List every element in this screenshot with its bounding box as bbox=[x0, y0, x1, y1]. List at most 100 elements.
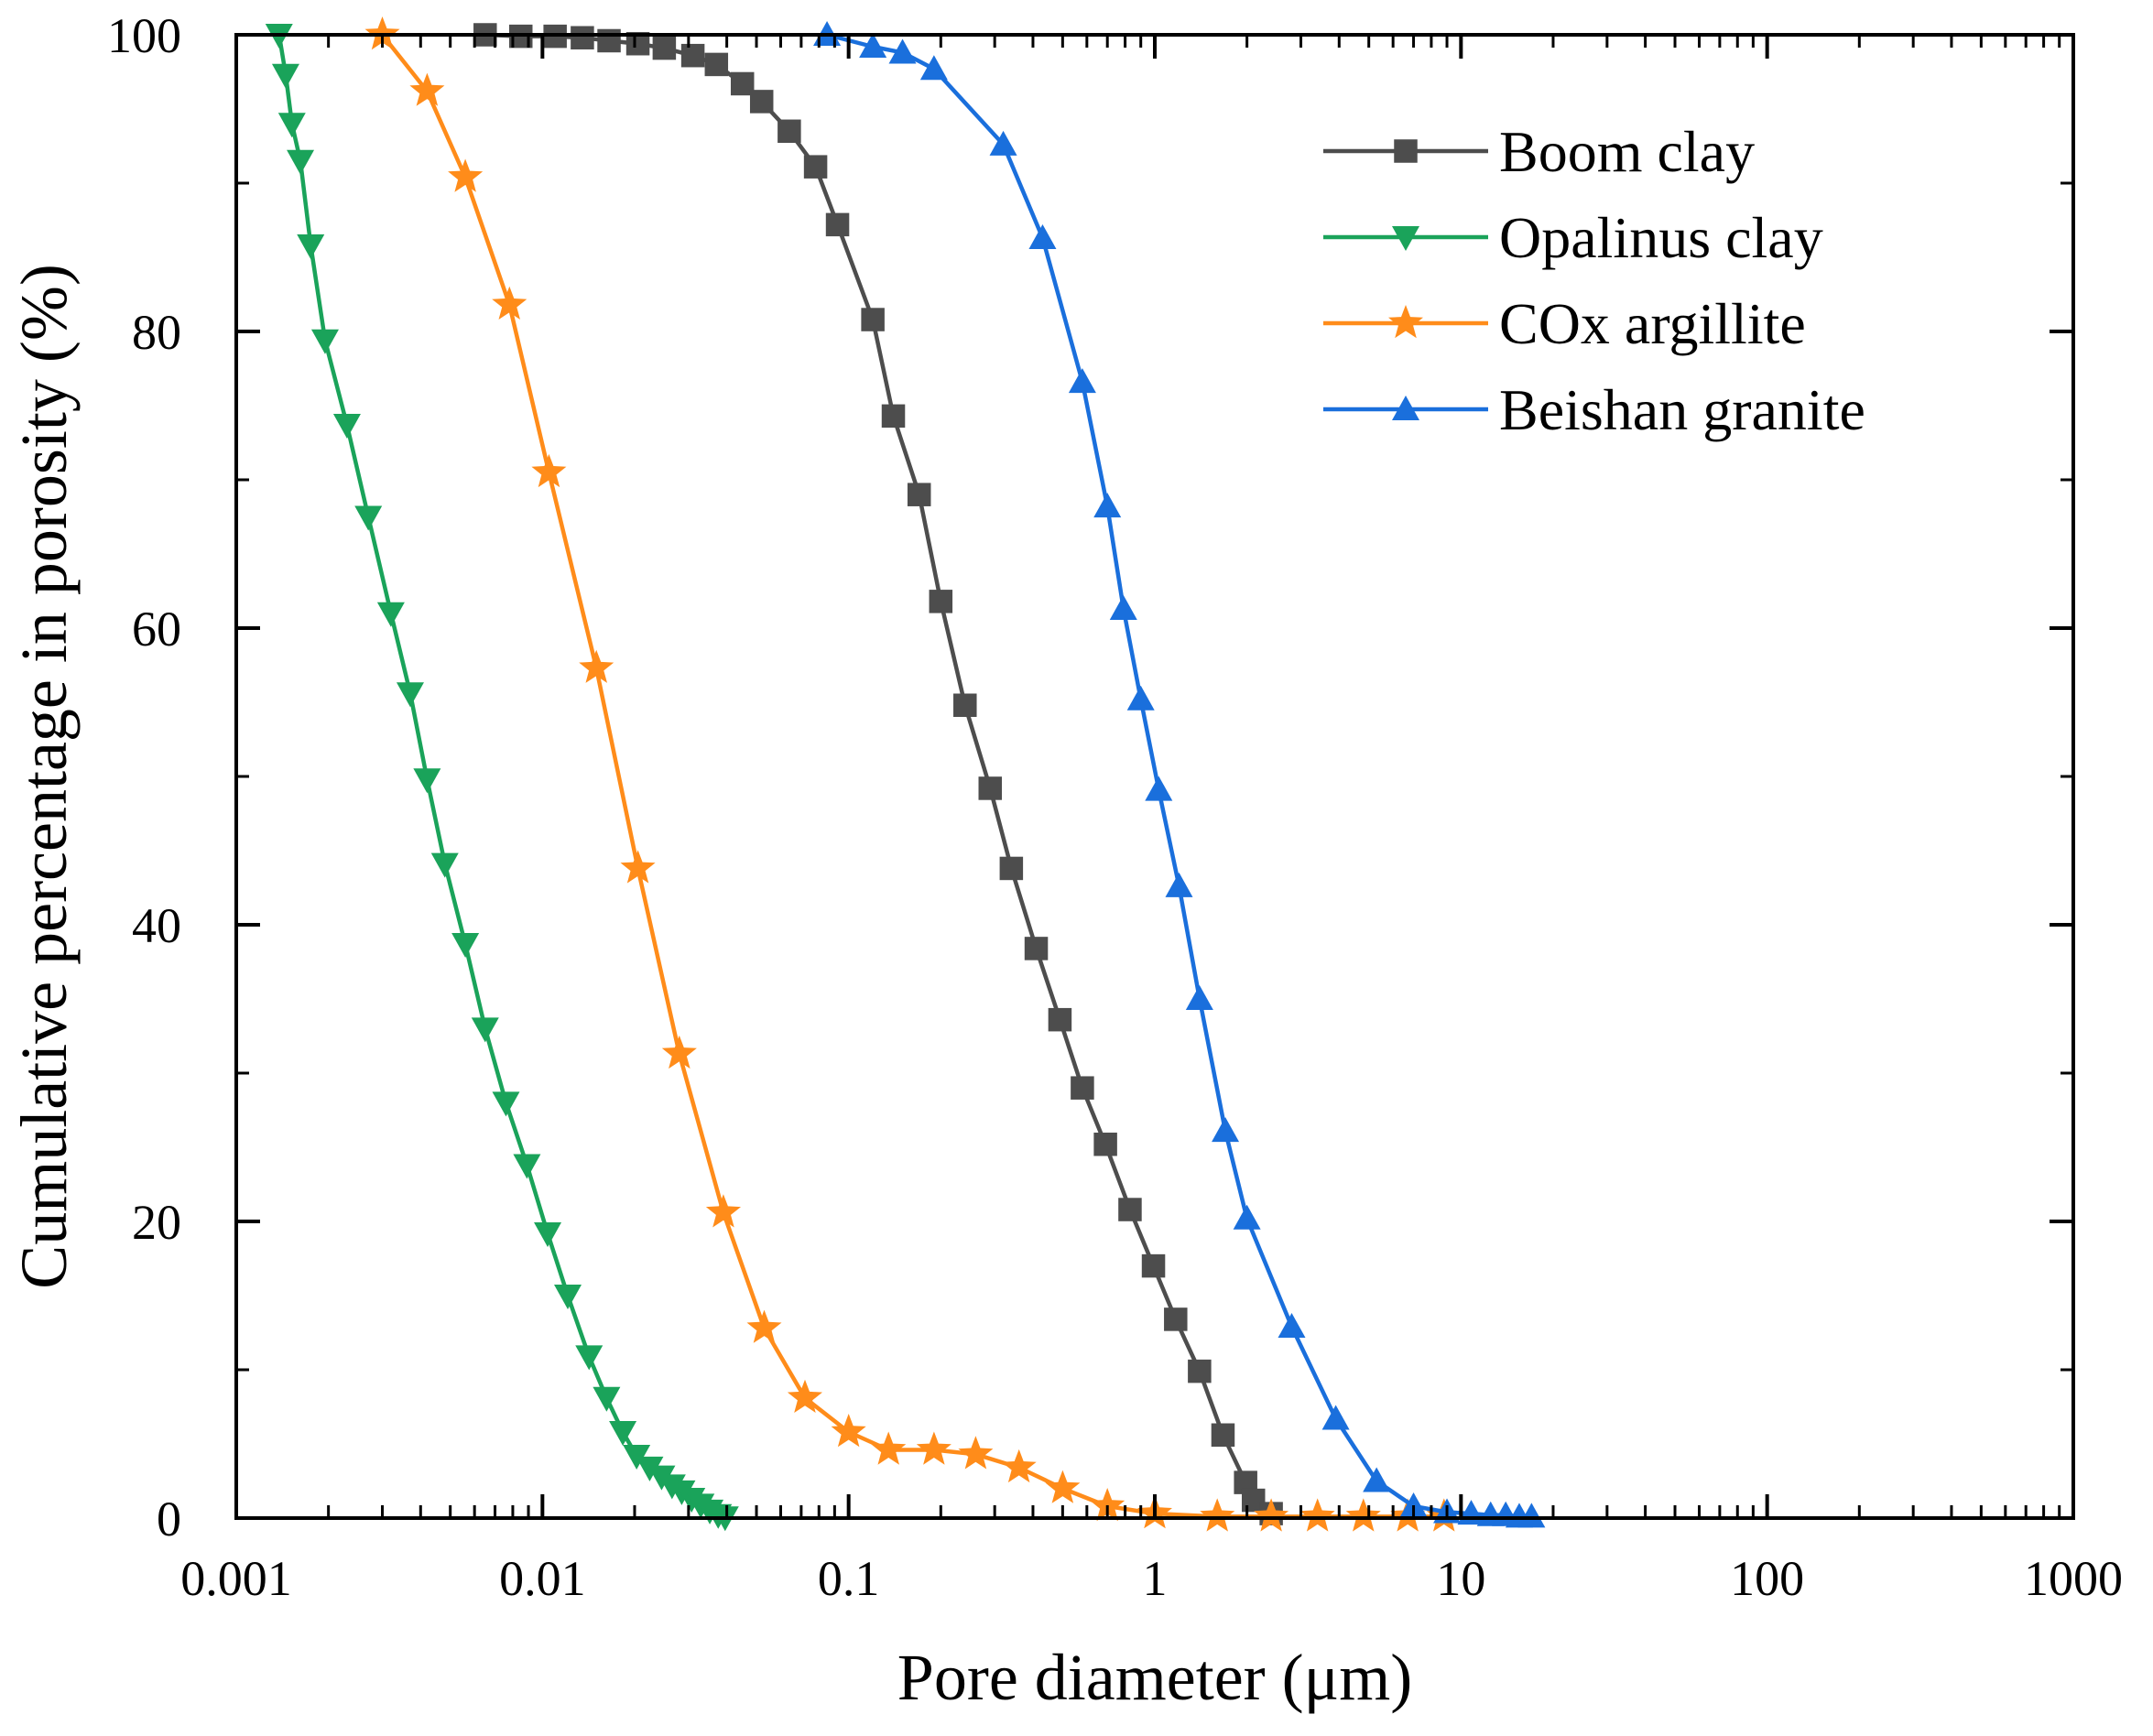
y-tick-label: 40 bbox=[132, 898, 181, 953]
data-point-beishan-granite bbox=[1233, 1204, 1261, 1230]
data-point-cox-argillite bbox=[1299, 1498, 1335, 1532]
data-point-opalinus-clay bbox=[609, 1421, 637, 1447]
x-tick-label: 1 bbox=[1143, 1551, 1168, 1606]
data-point-cox-argillite bbox=[831, 1414, 866, 1448]
data-point-boom-clay bbox=[1024, 937, 1049, 960]
data-point-opalinus-clay bbox=[636, 1456, 664, 1481]
data-point-opalinus-clay bbox=[297, 234, 325, 260]
data-point-cox-argillite bbox=[492, 286, 527, 320]
data-point-beishan-granite bbox=[989, 130, 1017, 156]
series-layer bbox=[265, 16, 1546, 1532]
data-point-boom-clay bbox=[929, 590, 953, 613]
legend-marker bbox=[1392, 396, 1419, 420]
data-point-opalinus-clay bbox=[376, 602, 405, 627]
data-point-opalinus-clay bbox=[354, 505, 383, 531]
data-point-beishan-granite bbox=[919, 55, 948, 81]
y-tick-label: 60 bbox=[132, 602, 181, 656]
data-point-beishan-granite bbox=[1278, 1313, 1306, 1339]
data-point-boom-clay bbox=[1188, 1359, 1212, 1383]
data-point-boom-clay bbox=[680, 43, 705, 68]
data-point-opalinus-clay bbox=[396, 682, 424, 708]
data-point-opalinus-clay bbox=[277, 113, 306, 138]
x-tick-label: 0.1 bbox=[818, 1551, 880, 1606]
data-point-opalinus-clay bbox=[534, 1221, 562, 1247]
data-point-cox-argillite bbox=[579, 649, 614, 683]
data-point-opalinus-clay bbox=[554, 1285, 582, 1309]
data-point-opalinus-clay bbox=[471, 1017, 499, 1043]
legend-label: Boom clay bbox=[1499, 119, 1755, 184]
x-tick-label: 1000 bbox=[2024, 1551, 2123, 1606]
data-point-boom-clay bbox=[1048, 1007, 1072, 1032]
data-point-boom-clay bbox=[907, 483, 931, 506]
data-point-opalinus-clay bbox=[310, 329, 339, 354]
data-point-boom-clay bbox=[978, 776, 1003, 800]
data-point-boom-clay bbox=[1071, 1076, 1094, 1100]
data-point-beishan-granite bbox=[1109, 594, 1137, 620]
data-point-cox-argillite bbox=[1200, 1498, 1235, 1532]
data-point-opalinus-clay bbox=[430, 852, 459, 878]
data-point-beishan-granite bbox=[1185, 985, 1213, 1010]
data-point-beishan-granite bbox=[1126, 685, 1155, 711]
data-point-beishan-granite bbox=[1399, 1492, 1428, 1518]
data-point-cox-argillite bbox=[871, 1431, 907, 1465]
data-point-cox-argillite bbox=[1345, 1498, 1381, 1532]
legend-label: Beishan granite bbox=[1499, 377, 1865, 442]
x-axis-title: Pore diameter (μm) bbox=[897, 1641, 1412, 1714]
data-point-cox-argillite bbox=[916, 1431, 951, 1465]
legend-marker bbox=[1392, 226, 1419, 251]
data-point-beishan-granite bbox=[1517, 1503, 1546, 1528]
y-tick-label: 80 bbox=[132, 305, 181, 360]
data-point-opalinus-clay bbox=[413, 768, 441, 794]
data-point-boom-clay bbox=[1093, 1133, 1117, 1156]
legend-item-beishan-granite: Beishan granite bbox=[1323, 377, 1865, 442]
legend: Boom clay Opalinus clay COx argillite Beish… bbox=[1323, 119, 1865, 442]
data-point-boom-clay bbox=[597, 28, 621, 53]
x-tick-label: 10 bbox=[1436, 1551, 1485, 1606]
data-point-beishan-granite bbox=[1145, 776, 1173, 801]
data-point-cox-argillite bbox=[531, 453, 567, 488]
data-point-cox-argillite bbox=[620, 850, 656, 884]
y-axis-title: Cumulative percentage in porosity (%) bbox=[7, 264, 81, 1289]
data-point-cox-argillite bbox=[746, 1309, 782, 1343]
x-tick-label: 0.01 bbox=[499, 1551, 586, 1606]
data-point-opalinus-clay bbox=[513, 1154, 541, 1179]
legend-marker bbox=[1388, 305, 1423, 339]
data-point-boom-clay bbox=[777, 119, 801, 144]
y-tick-label: 20 bbox=[132, 1195, 181, 1250]
data-point-cox-argillite bbox=[661, 1035, 697, 1069]
data-point-beishan-granite bbox=[1165, 872, 1193, 897]
data-point-beishan-granite bbox=[888, 38, 917, 64]
data-point-boom-clay bbox=[1118, 1198, 1142, 1221]
x-tick-label: 100 bbox=[1730, 1551, 1804, 1606]
data-point-beishan-granite bbox=[1212, 1117, 1240, 1143]
data-point-cox-argillite bbox=[1045, 1470, 1081, 1503]
data-point-cox-argillite bbox=[787, 1379, 822, 1413]
data-point-opalinus-clay bbox=[287, 149, 315, 175]
data-point-boom-clay bbox=[652, 36, 677, 60]
data-point-boom-clay bbox=[825, 212, 850, 237]
data-point-boom-clay bbox=[749, 90, 774, 114]
legend-item-boom-clay: Boom clay bbox=[1323, 119, 1755, 184]
data-point-boom-clay bbox=[1211, 1423, 1235, 1448]
axis-ticks bbox=[234, 33, 2075, 1520]
data-point-cox-argillite bbox=[705, 1194, 741, 1228]
data-point-opalinus-clay bbox=[451, 933, 480, 959]
data-point-boom-clay bbox=[1164, 1307, 1188, 1331]
data-point-boom-clay bbox=[881, 404, 906, 429]
data-point-opalinus-clay bbox=[575, 1345, 603, 1371]
data-point-beishan-granite bbox=[859, 32, 887, 58]
data-point-opalinus-clay bbox=[492, 1091, 520, 1117]
y-tick-labels: 0 20 40 60 80 100 bbox=[107, 8, 181, 1546]
data-point-boom-clay bbox=[861, 308, 885, 331]
y-tick-label: 0 bbox=[157, 1492, 181, 1546]
data-point-opalinus-clay bbox=[332, 414, 361, 439]
series-boom-clay bbox=[473, 23, 1283, 1525]
data-point-beishan-granite bbox=[1068, 368, 1096, 394]
data-point-boom-clay bbox=[1141, 1253, 1166, 1278]
data-point-cox-argillite bbox=[1090, 1488, 1125, 1522]
data-point-cox-argillite bbox=[448, 158, 484, 192]
data-point-boom-clay bbox=[999, 856, 1024, 881]
data-point-cox-argillite bbox=[409, 72, 445, 106]
